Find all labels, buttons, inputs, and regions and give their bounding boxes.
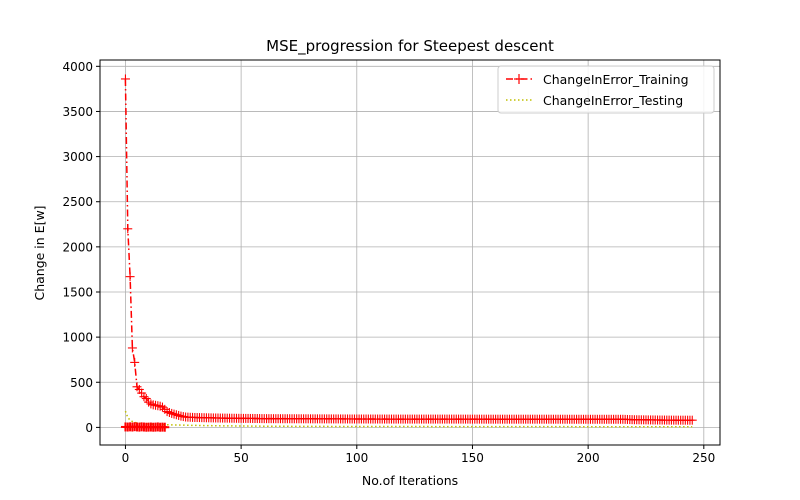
chart-title: MSE_progression for Steepest descent — [266, 37, 554, 56]
training-marker — [167, 408, 177, 418]
training-marker — [130, 357, 140, 367]
training-marker — [127, 343, 137, 353]
training-marker — [160, 404, 170, 414]
grid — [100, 60, 720, 445]
y-tick-label: 1000 — [62, 331, 93, 345]
training-marker — [137, 388, 147, 398]
legend-marker-training — [514, 74, 524, 84]
legend-label-training: ChangeInError_Training — [543, 72, 689, 87]
y-tick-label: 1500 — [62, 285, 93, 299]
training-markers — [120, 74, 697, 432]
legend-label-testing: ChangeInError_Testing — [543, 93, 683, 108]
x-tick-label: 50 — [233, 451, 248, 465]
training-marker — [141, 394, 151, 404]
plot-frame — [99, 59, 721, 446]
x-axis-label: No.of Iterations — [362, 473, 458, 488]
training-marker — [146, 399, 156, 409]
y-axis-label: Change in E[w] — [32, 205, 47, 300]
training-marker — [169, 409, 179, 419]
series-line-testing — [124, 410, 693, 428]
y-tick-label: 3000 — [62, 150, 93, 164]
y-tick-label: 500 — [70, 376, 93, 390]
x-tick-label: 150 — [461, 451, 484, 465]
y-tick-label: 0 — [85, 421, 93, 435]
training-marker-near-zero — [160, 422, 170, 432]
series-layer — [120, 74, 697, 432]
y-tick-label: 4000 — [62, 60, 93, 74]
x-tick-label: 0 — [122, 451, 130, 465]
y-tick-label: 2500 — [62, 195, 93, 209]
training-marker — [120, 74, 130, 84]
legend-box — [497, 65, 715, 114]
training-marker — [144, 397, 154, 407]
y-tick-label: 3500 — [62, 105, 93, 119]
axis-ticks: 0 50 100 150 200 2500500100015002000250030003… — [62, 60, 715, 465]
training-marker — [139, 392, 149, 402]
training-marker — [687, 415, 697, 425]
training-marker — [164, 408, 174, 418]
x-tick-label: 100 — [345, 451, 368, 465]
training-marker — [155, 401, 165, 411]
x-tick-label: 200 — [577, 451, 600, 465]
training-marker — [171, 410, 181, 420]
training-marker — [162, 407, 172, 417]
x-tick-label: 250 — [692, 451, 715, 465]
training-marker — [157, 402, 167, 412]
y-tick-label: 2000 — [62, 240, 93, 254]
training-marker — [125, 272, 135, 282]
training-marker — [174, 410, 184, 420]
legend: ChangeInError_Training ChangeInError_Tes… — [497, 65, 715, 114]
training-marker — [123, 224, 133, 234]
training-marker — [134, 384, 144, 394]
